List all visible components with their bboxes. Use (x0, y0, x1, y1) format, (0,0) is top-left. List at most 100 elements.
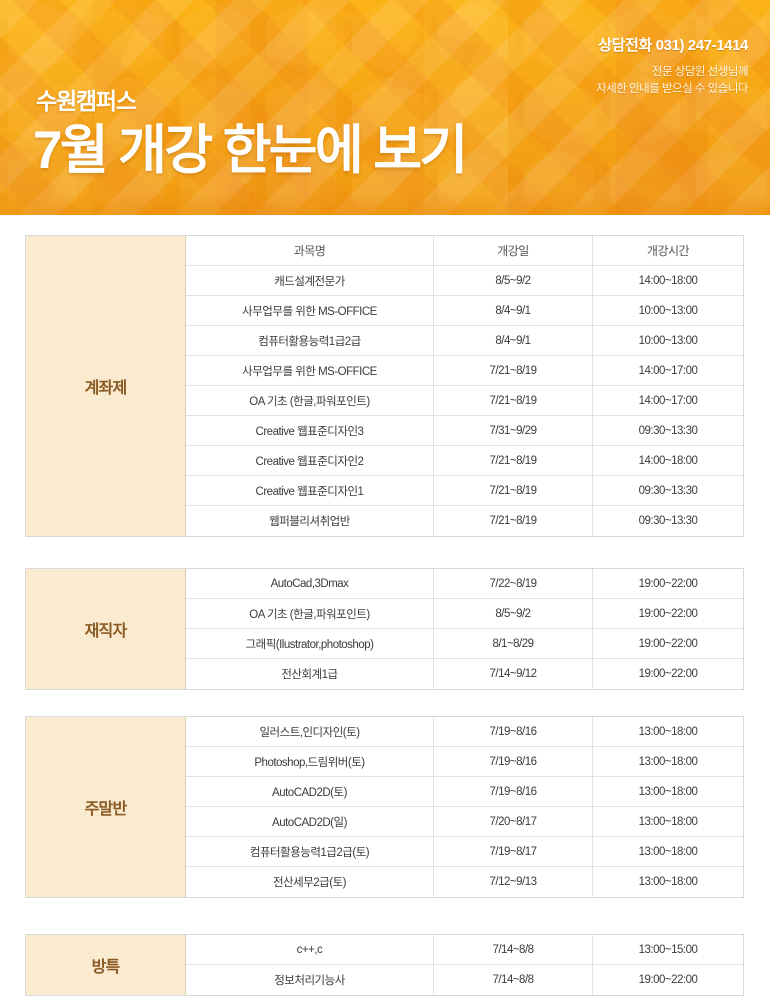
table-row: 컴퓨터활용능력1급2급 8/4~9/1 10:00~13:00 (186, 326, 743, 356)
cell-start-date: 7/14~9/12 (434, 659, 593, 689)
table-row: 일러스트,인디자인(토) 7/19~8/16 13:00~18:00 (186, 717, 743, 747)
cell-subject: c++,c (186, 935, 434, 964)
cell-start-date: 7/19~8/17 (434, 837, 593, 866)
cell-subject: 컴퓨터활용능력1급2급 (186, 326, 434, 355)
header-banner: 상담전화 031) 247-1414 전문 상담원 선생님께 자세한 안내를 받… (0, 0, 770, 215)
banner-hexagon-decoration (0, 0, 770, 215)
cell-subject: 전산세무2급(토) (186, 867, 434, 897)
category-cell: 방특 (26, 935, 186, 995)
table-row: 사무업무를 위한 MS-OFFICE 8/4~9/1 10:00~13:00 (186, 296, 743, 326)
contact-phone: 상담전화 031) 247-1414 (598, 37, 748, 54)
table-row: OA 기초 (한글,파워포인트) 7/21~8/19 14:00~17:00 (186, 386, 743, 416)
cell-start-date: 8/5~9/2 (434, 266, 593, 295)
cell-subject: 사무업무를 위한 MS-OFFICE (186, 296, 434, 325)
cell-start-time: 19:00~22:00 (638, 577, 698, 590)
cell-start-time: 13:00~18:00 (638, 876, 698, 888)
cell-start-time: 13:00~18:00 (638, 845, 698, 858)
column-header-subject: 과목명 (186, 236, 434, 265)
cell-subject: 그래픽(Ilustrator,photoshop) (186, 629, 434, 658)
contact-subtext-line2: 자세한 안내를 받으실 수 있습니다 (596, 82, 748, 95)
table-row: AutoCAD2D(일) 7/20~8/17 13:00~18:00 (186, 807, 743, 837)
cell-start-date: 7/19~8/16 (434, 777, 593, 806)
table-row: 컴퓨터활용능력1급2급(토) 7/19~8/17 13:00~18:00 (186, 837, 743, 867)
cell-subject: 컴퓨터활용능력1급2급(토) (186, 837, 434, 866)
column-header-start-time: 개강시간 (646, 244, 690, 258)
cell-start-date: 7/20~8/17 (434, 807, 593, 836)
cell-start-date: 8/1~8/29 (434, 629, 593, 658)
category-label: 주말반 (84, 801, 128, 818)
column-header-start-date: 개강일 (434, 236, 593, 265)
category-cell: 계좌제 (26, 236, 186, 536)
cell-subject: 사무업무를 위한 MS-OFFICE (186, 356, 434, 385)
table-row: AutoCad,3Dmax 7/22~8/19 19:00~22:00 (186, 569, 743, 599)
cell-subject: 웹퍼블리셔취업반 (186, 506, 434, 536)
table-row: 정보처리기능사 7/14~8/8 19:00~22:00 (186, 965, 743, 995)
cell-subject: Creative 웹표준디자인2 (186, 446, 434, 475)
banner-bottom-gradient (0, 193, 770, 215)
cell-start-date: 7/21~8/19 (434, 356, 593, 385)
table-row: Photoshop,드림위버(토) 7/19~8/16 13:00~18:00 (186, 747, 743, 777)
table-row: OA 기초 (한글,파워포인트) 8/5~9/2 19:00~22:00 (186, 599, 743, 629)
table-row: c++,c 7/14~8/8 13:00~15:00 (186, 935, 743, 965)
contact-subtext: 전문 상담원 선생님께 자세한 안내를 받으실 수 있습니다 (596, 64, 748, 97)
cell-start-time: 19:00~22:00 (638, 668, 698, 680)
schedule-section-1: 재직자 AutoCad,3Dmax 7/22~8/19 19:00~22:00 OA 기… (25, 568, 744, 690)
table-row: 캐드설계전문가 8/5~9/2 14:00~18:00 (186, 266, 743, 296)
cell-start-time: 19:00~22:00 (638, 974, 698, 986)
category-label: 방특 (91, 959, 121, 976)
table-row: 전산회계1급 7/14~9/12 19:00~22:00 (186, 659, 743, 689)
table-row: 사무업무를 위한 MS-OFFICE 7/21~8/19 14:00~17:00 (186, 356, 743, 386)
cell-start-time: 13:00~18:00 (638, 785, 698, 798)
course-rows: AutoCad,3Dmax 7/22~8/19 19:00~22:00 OA 기초 (… (186, 569, 743, 689)
cell-start-time: 19:00~22:00 (638, 607, 698, 620)
cell-subject: Photoshop,드림위버(토) (186, 747, 434, 776)
cell-subject: Creative 웹표준디자인1 (186, 476, 434, 505)
table-row: 그래픽(Ilustrator,photoshop) 8/1~8/29 19:00~2… (186, 629, 743, 659)
table-row: Creative 웹표준디자인1 7/21~8/19 09:30~13:30 (186, 476, 743, 506)
cell-start-time: 14:00~17:00 (638, 394, 698, 407)
cell-start-time: 10:00~13:00 (638, 304, 698, 317)
cell-start-time: 09:30~13:30 (638, 515, 698, 527)
course-rows: c++,c 7/14~8/8 13:00~15:00 정보처리기능사 7/14~8/8 1… (186, 935, 743, 995)
cell-subject: 전산회계1급 (186, 659, 434, 689)
cell-subject: 일러스트,인디자인(토) (186, 717, 434, 746)
cell-start-date: 8/5~9/2 (434, 599, 593, 628)
cell-start-time: 13:00~18:00 (638, 755, 698, 768)
cell-start-time: 10:00~13:00 (638, 334, 698, 347)
cell-start-date: 7/21~8/19 (434, 446, 593, 475)
cell-start-time: 19:00~22:00 (638, 637, 698, 650)
contact-block: 상담전화 031) 247-1414 전문 상담원 선생님께 자세한 안내를 받… (596, 34, 748, 97)
course-rows: 일러스트,인디자인(토) 7/19~8/16 13:00~18:00 Photosho… (186, 717, 743, 897)
cell-start-date: 7/19~8/16 (434, 747, 593, 776)
cell-start-date: 8/4~9/1 (434, 326, 593, 355)
table-row: 웹퍼블리셔취업반 7/21~8/19 09:30~13:30 (186, 506, 743, 536)
cell-start-date: 7/22~8/19 (434, 569, 593, 598)
cell-start-date: 7/21~8/19 (434, 386, 593, 415)
cell-start-date: 7/21~8/19 (434, 476, 593, 505)
cell-start-date: 7/21~8/19 (434, 506, 593, 536)
cell-start-time: 14:00~17:00 (638, 364, 698, 377)
category-label: 계좌제 (84, 380, 128, 397)
table-header-row: 과목명 개강일 개강시간 (186, 236, 743, 266)
cell-subject: Creative 웹표준디자인3 (186, 416, 434, 445)
cell-start-date: 7/14~8/8 (434, 935, 593, 964)
cell-start-time: 13:00~18:00 (638, 725, 698, 738)
cell-start-date: 7/12~9/13 (434, 867, 593, 897)
cell-start-date: 7/19~8/16 (434, 717, 593, 746)
cell-subject: 캐드설계전문가 (186, 266, 434, 295)
cell-subject: AutoCAD2D(토) (186, 777, 434, 806)
cell-start-date: 7/14~8/8 (434, 965, 593, 995)
schedule-section-3: 방특 c++,c 7/14~8/8 13:00~15:00 정보처리기능사 7/14~8/… (25, 934, 744, 996)
schedule-section-2: 주말반 일러스트,인디자인(토) 7/19~8/16 13:00~18:00 Photo… (25, 716, 744, 898)
category-cell: 재직자 (26, 569, 186, 689)
cell-subject: OA 기초 (한글,파워포인트) (186, 599, 434, 628)
contact-subtext-line1: 전문 상담원 선생님께 (651, 66, 749, 78)
cell-subject: AutoCad,3Dmax (186, 569, 434, 598)
cell-subject: 정보처리기능사 (186, 965, 434, 995)
cell-start-time: 09:30~13:30 (638, 484, 698, 497)
table-row: Creative 웹표준디자인3 7/31~9/29 09:30~13:30 (186, 416, 743, 446)
cell-start-time: 14:00~18:00 (638, 274, 698, 287)
